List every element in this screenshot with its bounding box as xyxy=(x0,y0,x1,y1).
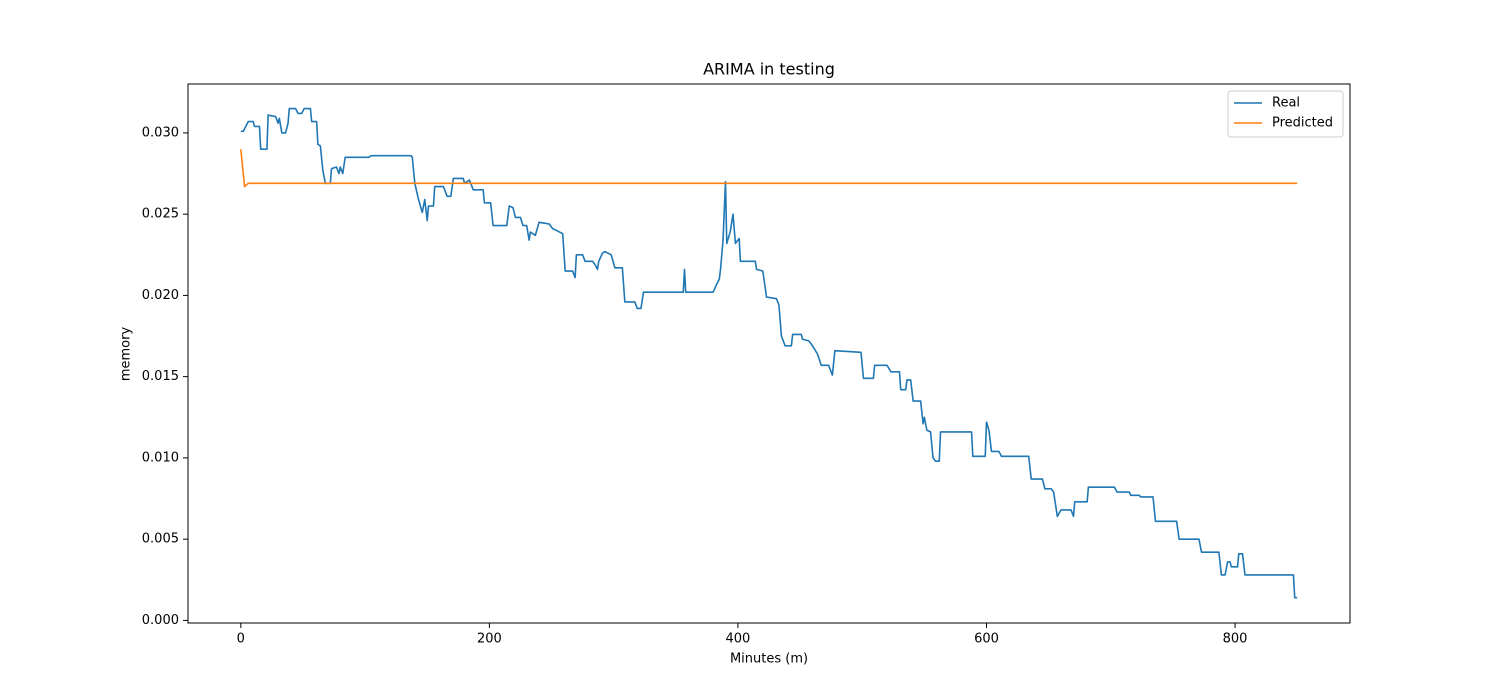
y-tick-label: 0.010 xyxy=(142,450,179,465)
y-tick-label: 0.015 xyxy=(142,369,179,384)
x-tick-label: 400 xyxy=(726,632,751,647)
legend-label: Real xyxy=(1272,96,1300,111)
y-tick-label: 0.030 xyxy=(142,125,179,140)
line-series xyxy=(240,149,1298,188)
legend-label: Predicted xyxy=(1272,116,1333,131)
x-tick-label: 600 xyxy=(974,632,999,647)
y-tick-label: 0.005 xyxy=(142,532,179,547)
y-axis-label: memory xyxy=(119,327,134,382)
x-tick-label: 800 xyxy=(1223,632,1248,647)
x-axis-label: Minutes (m) xyxy=(730,652,808,667)
x-tick-label: 0 xyxy=(237,632,245,647)
line-series xyxy=(240,107,1298,599)
y-tick-label: 0.020 xyxy=(142,288,179,303)
x-tick-label: 200 xyxy=(477,632,502,647)
y-tick-label: 0.000 xyxy=(142,613,179,628)
plot-frame xyxy=(187,83,1351,624)
y-tick-label: 0.025 xyxy=(142,207,179,222)
chart-title: ARIMA in testing xyxy=(703,60,835,79)
